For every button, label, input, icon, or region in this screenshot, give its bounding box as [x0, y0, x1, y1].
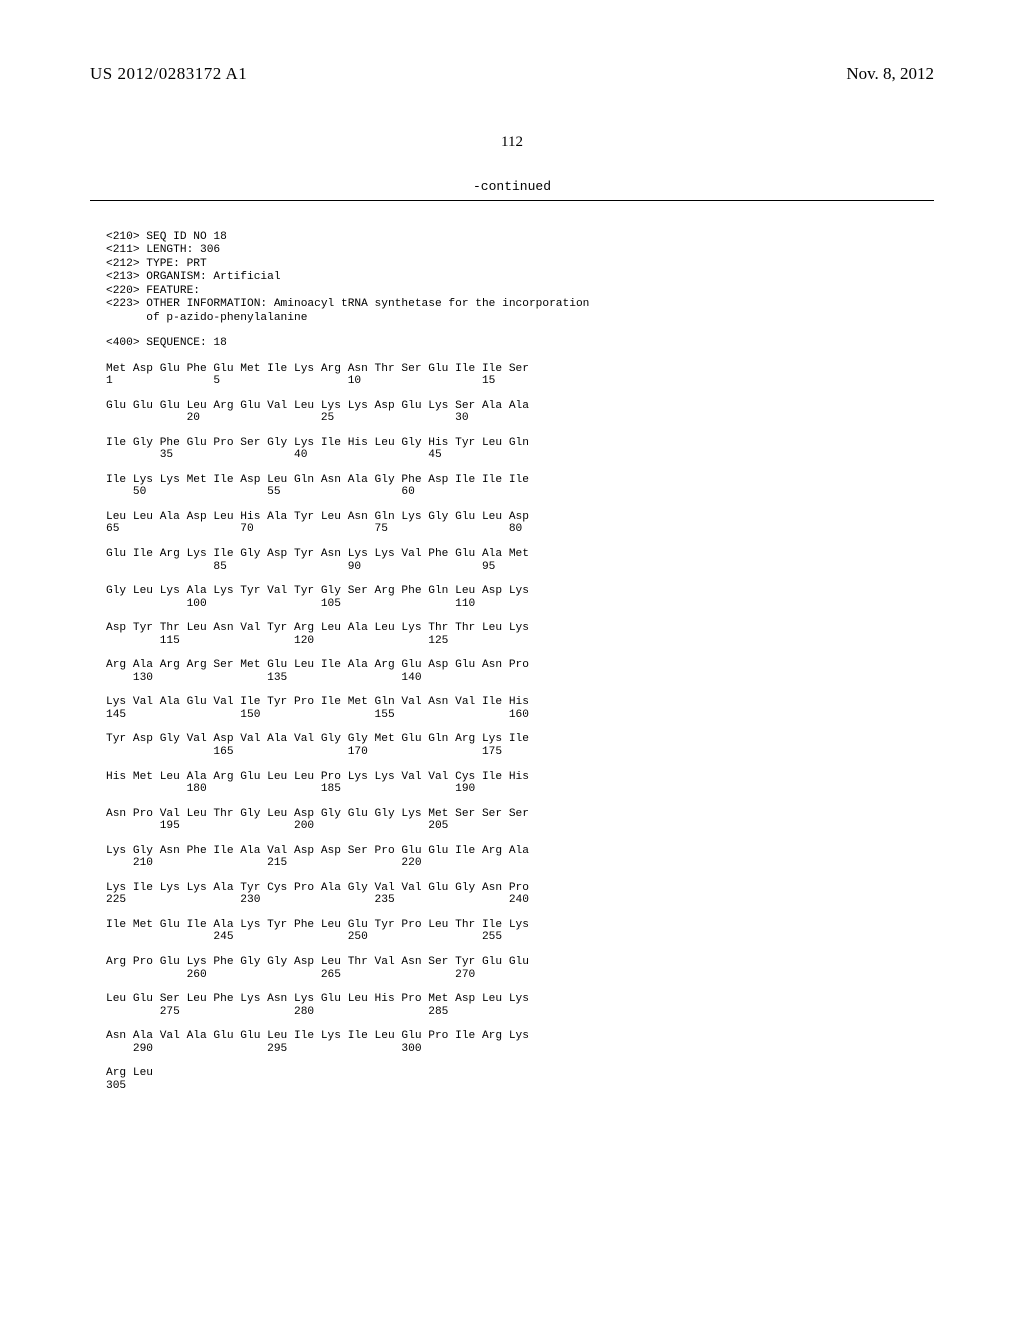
- sequence-row: Gly Leu Lys Ala Lys Tyr Val Tyr Gly Ser …: [90, 585, 934, 610]
- sequence-row: Asp Tyr Thr Leu Asn Val Tyr Arg Leu Ala …: [90, 622, 934, 647]
- sequence-row: Glu Glu Glu Leu Arg Glu Val Leu Lys Lys …: [90, 400, 934, 425]
- page-container: US 2012/0283172 A1 Nov. 8, 2012 112 -con…: [0, 0, 1024, 1144]
- seq-meta-223b: of p-azido-phenylalanine: [90, 312, 934, 325]
- sequence-row: Glu Ile Arg Lys Ile Gly Asp Tyr Asn Lys …: [90, 548, 934, 573]
- seq-meta-212: <212> TYPE: PRT: [90, 258, 934, 271]
- seq-meta-213: <213> ORGANISM: Artificial: [90, 271, 934, 284]
- seq-meta-211: <211> LENGTH: 306: [90, 244, 934, 257]
- sequence-row: Leu Glu Ser Leu Phe Lys Asn Lys Glu Leu …: [90, 993, 934, 1018]
- sequence-row: Met Asp Glu Phe Glu Met Ile Lys Arg Asn …: [90, 363, 934, 388]
- sequence-row: Ile Lys Lys Met Ile Asp Leu Gln Asn Ala …: [90, 474, 934, 499]
- sequence-row: Leu Leu Ala Asp Leu His Ala Tyr Leu Asn …: [90, 511, 934, 536]
- sequence-row: His Met Leu Ala Arg Glu Leu Leu Pro Lys …: [90, 771, 934, 796]
- sequence-row: Asn Pro Val Leu Thr Gly Leu Asp Gly Glu …: [90, 808, 934, 833]
- sequence-row: Lys Ile Lys Lys Ala Tyr Cys Pro Ala Gly …: [90, 882, 934, 907]
- spacer: [90, 325, 934, 337]
- spacer: [90, 351, 934, 363]
- seq-meta-400: <400> SEQUENCE: 18: [90, 337, 934, 350]
- seq-meta-210: <210> SEQ ID NO 18: [90, 231, 934, 244]
- sequence-listing: Met Asp Glu Phe Glu Met Ile Lys Arg Asn …: [90, 363, 934, 1093]
- horizontal-rule: [90, 200, 934, 201]
- continued-label: -continued: [90, 179, 934, 194]
- seq-meta-223a: <223> OTHER INFORMATION: Aminoacyl tRNA …: [90, 298, 934, 311]
- seq-meta-220: <220> FEATURE:: [90, 285, 934, 298]
- page-header: US 2012/0283172 A1 Nov. 8, 2012: [90, 64, 934, 84]
- sequence-row: Tyr Asp Gly Val Asp Val Ala Val Gly Gly …: [90, 733, 934, 758]
- sequence-row: Lys Val Ala Glu Val Ile Tyr Pro Ile Met …: [90, 696, 934, 721]
- sequence-row: Arg Pro Glu Lys Phe Gly Gly Asp Leu Thr …: [90, 956, 934, 981]
- sequence-row: Lys Gly Asn Phe Ile Ala Val Asp Asp Ser …: [90, 845, 934, 870]
- publication-date: Nov. 8, 2012: [846, 64, 934, 84]
- sequence-row: Asn Ala Val Ala Glu Glu Leu Ile Lys Ile …: [90, 1030, 934, 1055]
- sequence-row: Arg Ala Arg Arg Ser Met Glu Leu Ile Ala …: [90, 659, 934, 684]
- sequence-row: Ile Gly Phe Glu Pro Ser Gly Lys Ile His …: [90, 437, 934, 462]
- publication-number: US 2012/0283172 A1: [90, 64, 247, 84]
- sequence-row: Ile Met Glu Ile Ala Lys Tyr Phe Leu Glu …: [90, 919, 934, 944]
- page-number: 112: [90, 134, 934, 151]
- sequence-row: Arg Leu 305: [90, 1067, 934, 1092]
